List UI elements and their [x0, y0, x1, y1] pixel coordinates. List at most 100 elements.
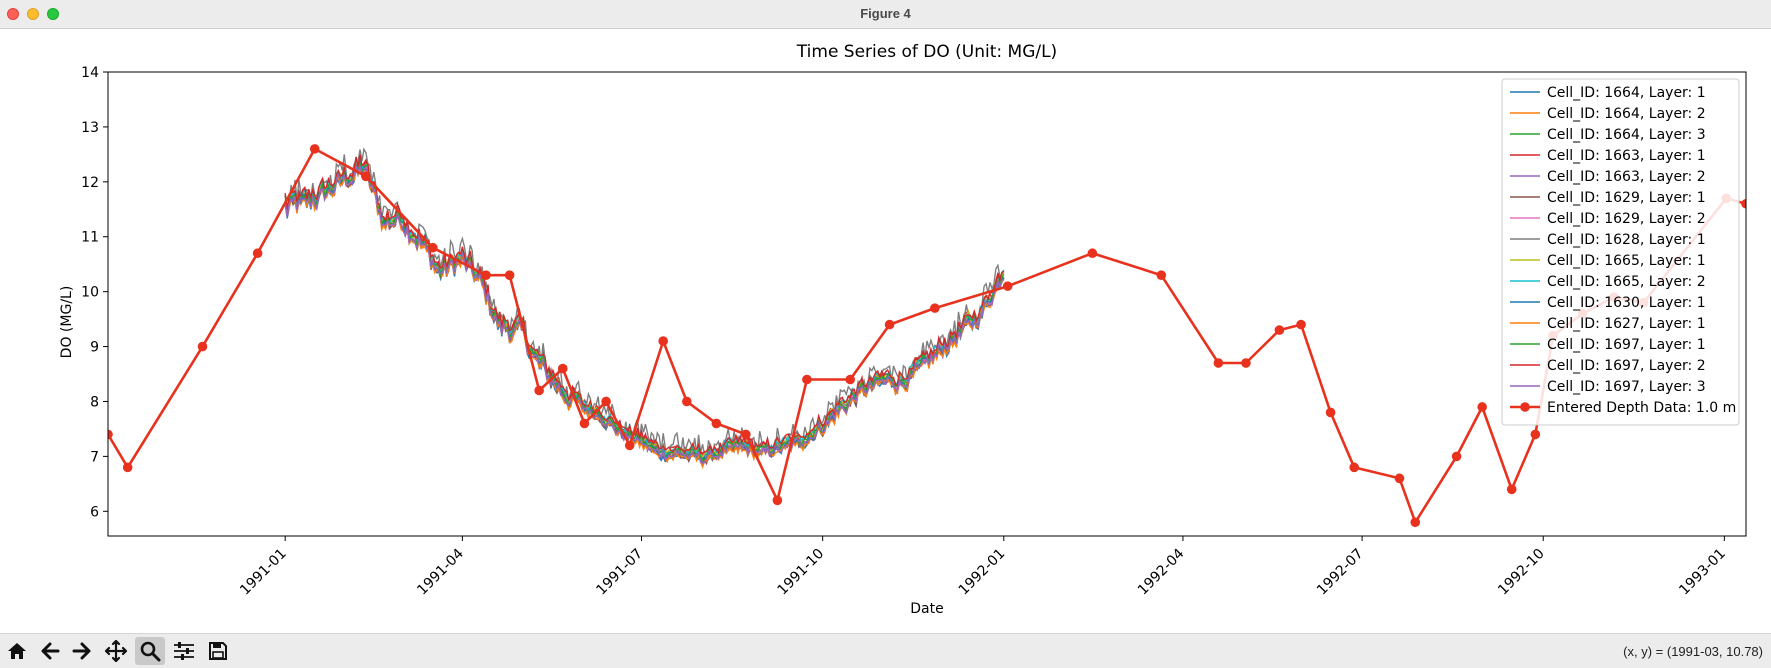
legend-entry-label: Cell_ID: 1697, Layer: 2 — [1547, 358, 1706, 374]
observed-data-point — [1451, 451, 1462, 462]
legend: Cell_ID: 1664, Layer: 1 Cell_ID: 1664, La… — [1501, 78, 1740, 426]
forward-button[interactable] — [67, 637, 97, 665]
zoom-magnifier-icon — [140, 641, 161, 662]
back-button[interactable] — [35, 637, 65, 665]
legend-marker — [1520, 402, 1530, 412]
legend-entry-label: Cell_ID: 1629, Layer: 2 — [1547, 211, 1706, 227]
x-tick-label: 1991-01 — [237, 546, 290, 599]
observed-data-point — [1410, 517, 1421, 528]
axes-frame — [107, 71, 1747, 537]
pan-button[interactable] — [101, 637, 131, 665]
observed-data-point — [1530, 429, 1541, 440]
zoom-button[interactable] — [135, 637, 165, 665]
observed-data-point — [108, 429, 113, 440]
observed-data-point — [1156, 270, 1167, 280]
model-series-line — [284, 154, 1005, 455]
legend-entry-label: Cell_ID: 1627, Layer: 1 — [1547, 316, 1706, 332]
observed-data-point — [802, 374, 812, 385]
cursor-coordinates: (x, y) = (1991-03, 10.78) — [1623, 644, 1763, 659]
legend-entry-label: Cell_ID: 1629, Layer: 1 — [1547, 190, 1706, 206]
save-button[interactable] — [203, 637, 233, 665]
legend-entry-label: Cell_ID: 1665, Layer: 1 — [1547, 253, 1706, 269]
observed-data-point — [1394, 473, 1405, 484]
legend-entry-label: Cell_ID: 1663, Layer: 1 — [1547, 148, 1706, 164]
observed-data-point — [428, 242, 438, 253]
observed-data-point — [1296, 319, 1306, 330]
observed-data-point — [845, 374, 856, 385]
x-tick-label: 1992-07 — [1314, 546, 1367, 599]
observed-data-point — [741, 429, 751, 440]
home-icon — [8, 643, 26, 659]
observed-data-point — [122, 462, 133, 473]
observed-data-point — [557, 363, 568, 374]
observed-data-point — [361, 171, 371, 182]
x-tick-label: 1993-01 — [1676, 546, 1729, 599]
legend-entry-label: Cell_ID: 1664, Layer: 3 — [1547, 127, 1706, 143]
chart-title: Time Series of DO (Unit: MG/L) — [796, 42, 1057, 62]
observed-data-point — [624, 440, 635, 451]
configure-subplots-button[interactable] — [169, 637, 199, 665]
home-button[interactable] — [2, 637, 32, 665]
observed-data-point — [711, 418, 722, 429]
observed-data-point — [504, 270, 515, 280]
y-tick-label: 14 — [81, 65, 99, 81]
x-tick-label: 1991-07 — [593, 546, 646, 599]
close-window-button[interactable] — [7, 8, 19, 20]
chart-svg[interactable]: Time Series of DO (Unit: MG/L) Date DO (… — [0, 29, 1771, 633]
model-series-line — [284, 147, 1005, 461]
window-title: Figure 4 — [860, 6, 911, 21]
observed-data-point — [1741, 198, 1746, 209]
y-axis-label: DO (MG/L) — [59, 286, 75, 359]
legend-entry-label: Cell_ID: 1664, Layer: 1 — [1547, 85, 1706, 101]
observed-data-point — [481, 270, 491, 280]
observed-data-point — [1325, 407, 1336, 418]
figure-canvas[interactable]: Time Series of DO (Unit: MG/L) Date DO (… — [0, 29, 1771, 633]
maximize-window-button[interactable] — [47, 8, 59, 20]
configure-subplots-icon — [174, 642, 194, 660]
y-tick-label: 8 — [90, 394, 99, 410]
y-tick-label: 11 — [81, 230, 99, 246]
legend-entry-label: Cell_ID: 1663, Layer: 2 — [1547, 169, 1706, 185]
observed-data-point — [1349, 462, 1360, 473]
observed-data-point — [252, 248, 263, 259]
axes: 6 7 8 9 10 11 12 13 14 1991-01 1991-04 1991-07 1991-… — [81, 65, 1747, 599]
forward-arrow-icon — [72, 642, 91, 660]
observed-data-point — [658, 336, 668, 346]
x-tick-label: 1992-10 — [1495, 546, 1548, 599]
y-tick-label: 12 — [81, 175, 99, 191]
observed-data-point — [930, 303, 940, 313]
pan-move-icon — [104, 639, 128, 663]
model-series-line — [284, 162, 1005, 462]
y-tick-label: 7 — [90, 449, 99, 465]
observed-series-line — [108, 147, 1746, 524]
observed-data-point — [309, 144, 320, 154]
x-tick-label: 1991-04 — [414, 546, 467, 599]
y-tick-label: 10 — [81, 285, 99, 301]
observed-data-point — [579, 418, 590, 429]
observed-data-point — [1477, 402, 1487, 412]
x-tick-label: 1991-10 — [775, 546, 828, 599]
y-tick-label: 9 — [90, 340, 99, 356]
observed-data-point — [682, 396, 692, 407]
observed-data-point — [884, 319, 895, 330]
model-series-line — [284, 154, 1005, 458]
observed-data-point — [1241, 358, 1251, 368]
observed-data-point — [1274, 325, 1285, 335]
observed-data-point — [1087, 248, 1098, 259]
back-arrow-icon — [41, 642, 60, 660]
legend-entry-label: Cell_ID: 1664, Layer: 2 — [1547, 106, 1706, 122]
model-series-line — [284, 163, 1005, 464]
navigation-toolbar: (x, y) = (1991-03, 10.78) — [0, 633, 1771, 668]
observed-data-point — [534, 385, 544, 396]
observed-data-point — [1506, 484, 1517, 495]
observed-data-point — [1002, 281, 1013, 291]
observed-data-point — [1213, 358, 1224, 368]
legend-entry-label: Cell_ID: 1628, Layer: 1 — [1547, 232, 1706, 248]
save-floppy-icon — [209, 642, 227, 660]
legend-entry-label: Cell_ID: 1697, Layer: 1 — [1547, 337, 1706, 353]
x-axis-label: Date — [910, 601, 943, 617]
legend-entry-label: Cell_ID: 1630, Layer: 1 — [1547, 295, 1706, 311]
x-tick-label: 1992-01 — [956, 546, 1009, 599]
observed-data-point — [601, 396, 611, 407]
minimize-window-button[interactable] — [27, 8, 39, 20]
